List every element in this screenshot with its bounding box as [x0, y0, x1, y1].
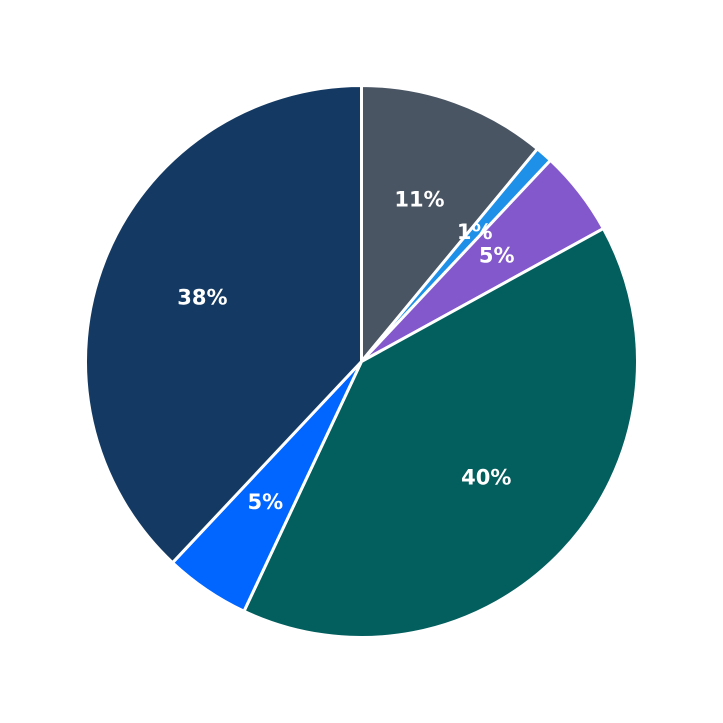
- pie-slice-label: 11%: [394, 187, 444, 211]
- pie-slices: [84, 84, 639, 639]
- pie-slice-label: 1%: [457, 220, 493, 244]
- pie-slice: [360, 84, 539, 363]
- pie-slice: [84, 84, 363, 565]
- pie-labels: 11%1%5%40%5%38%: [177, 187, 514, 514]
- pie-slice: [242, 227, 639, 639]
- pie-slice-label: 5%: [479, 244, 515, 268]
- pie-slice-label: 5%: [247, 490, 283, 514]
- pie-slice-label: 40%: [461, 466, 511, 490]
- pie-slice-label: 38%: [177, 286, 227, 310]
